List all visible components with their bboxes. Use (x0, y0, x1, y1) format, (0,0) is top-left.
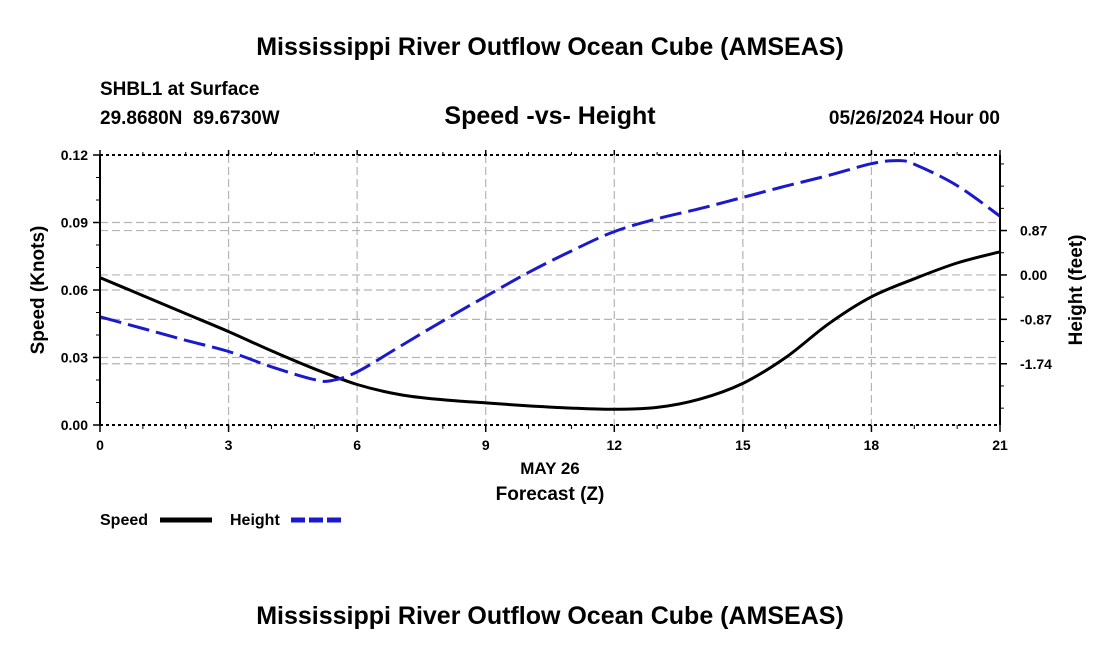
tick-labels: 0 3 6 9 12 15 18 21 0.00 0.03 0.06 0.09 0.12 -1.74 -0.… (61, 147, 1052, 453)
y2-tick-label: -1.74 (1020, 356, 1052, 372)
height-series-line (99, 159, 1001, 383)
y-tick-label: 0.00 (61, 417, 88, 433)
y-tick-label: 0.06 (61, 282, 88, 298)
speed-series-line (99, 250, 1001, 411)
x-tick-label: 6 (353, 437, 361, 453)
x-tick-label: 18 (864, 437, 880, 453)
y2-axis-title: Height (feet) (1066, 235, 1087, 346)
y2-tick-label: -0.87 (1020, 311, 1052, 327)
axis-ticks (93, 150, 1007, 432)
grid-lines (100, 155, 1000, 425)
y-tick-label: 0.09 (61, 215, 88, 231)
chart-subtitle: Speed -vs- Height (444, 102, 656, 130)
series-layer (99, 159, 1001, 411)
x-tick-label: 0 (96, 437, 104, 453)
x-axis-title: Forecast (Z) (496, 484, 605, 505)
x-tick-label: 12 (606, 437, 622, 453)
main-title: Mississippi River Outflow Ocean Cube (AM… (256, 33, 844, 61)
station-name: SHBL1 at Surface (100, 79, 259, 100)
footer-title: Mississippi River Outflow Ocean Cube (AM… (256, 602, 844, 630)
station-coords: 29.8680N 89.6730W (100, 108, 280, 129)
legend-speed-label: Speed (100, 512, 148, 529)
x-tick-label: 15 (735, 437, 751, 453)
forecast-datetime: 05/26/2024 Hour 00 (829, 108, 1000, 129)
y-tick-label: 0.12 (61, 147, 88, 163)
x-tick-label: 9 (482, 437, 490, 453)
x-tick-label: 3 (225, 437, 233, 453)
y2-tick-label: 0.87 (1020, 223, 1047, 239)
x-axis-date: MAY 26 (520, 459, 580, 478)
y2-tick-label: 0.00 (1020, 267, 1047, 283)
x-tick-label: 21 (992, 437, 1008, 453)
y-axis-title: Speed (Knots) (28, 226, 49, 355)
legend: Speed Height (100, 512, 342, 529)
legend-height-label: Height (230, 512, 280, 529)
y-tick-label: 0.03 (61, 350, 88, 366)
